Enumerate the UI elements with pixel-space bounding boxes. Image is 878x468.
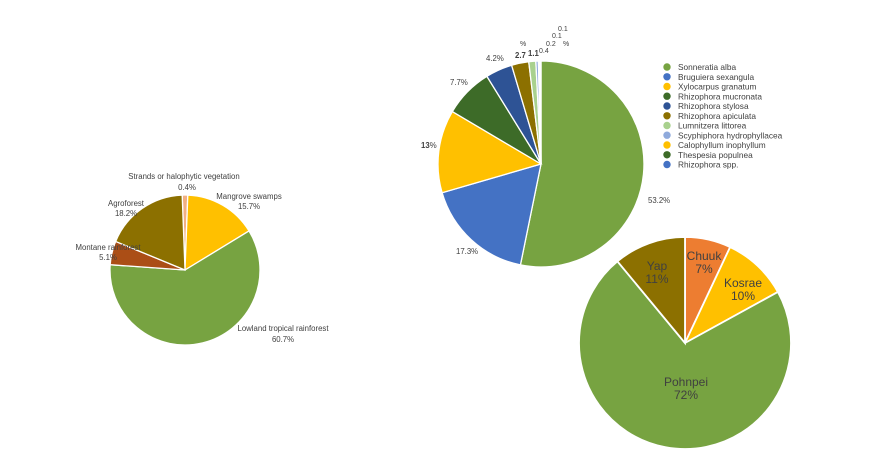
svg-text:0.1: 0.1 (558, 26, 568, 33)
svg-text:10%: 10% (731, 289, 755, 303)
svg-text:Rhizophora spp.: Rhizophora spp. (678, 160, 738, 170)
svg-text:Kosrae: Kosrae (724, 276, 762, 290)
svg-text:Rhizophora stylosa: Rhizophora stylosa (678, 101, 749, 111)
svg-text:0.4: 0.4 (539, 48, 549, 55)
svg-text:5.1%: 5.1% (99, 253, 117, 262)
svg-text:Lumnitzera littorea: Lumnitzera littorea (678, 121, 747, 131)
svg-text:7.7%: 7.7% (450, 78, 468, 87)
svg-text:7%: 7% (695, 262, 713, 276)
svg-text:0.4%: 0.4% (178, 183, 196, 192)
svg-text:Mangrove swamps: Mangrove swamps (216, 192, 282, 201)
svg-text:Xylocarpus granatum: Xylocarpus granatum (678, 82, 756, 92)
svg-text:17.3%: 17.3% (456, 247, 478, 256)
svg-text:Rhizophora mucronata: Rhizophora mucronata (678, 92, 762, 102)
svg-text:Yap: Yap (647, 259, 668, 273)
svg-text:Thespesia populnea: Thespesia populnea (678, 150, 753, 160)
svg-text:Strands or halophytic vegetati: Strands or halophytic vegetation (128, 172, 239, 181)
svg-text:Scyphiphora hydrophyllacea: Scyphiphora hydrophyllacea (678, 130, 783, 140)
svg-text:Chuuk: Chuuk (687, 249, 723, 263)
svg-text:11%: 11% (645, 272, 668, 286)
svg-text:15.7%: 15.7% (238, 202, 260, 211)
svg-text:0.2: 0.2 (546, 41, 556, 48)
svg-text:Rhizophora apiculata: Rhizophora apiculata (678, 111, 756, 121)
svg-text:1.1: 1.1 (528, 49, 540, 58)
svg-text:Bruguiera sexangula: Bruguiera sexangula (678, 72, 754, 82)
svg-text:%: % (520, 41, 526, 48)
svg-text:13%: 13% (421, 141, 437, 150)
svg-text:Lowland tropical rainforest: Lowland tropical rainforest (237, 324, 329, 333)
svg-text:53.2%: 53.2% (648, 196, 670, 205)
svg-text:60.7%: 60.7% (272, 335, 294, 344)
svg-text:Agroforest: Agroforest (108, 199, 145, 208)
svg-text:2.7: 2.7 (515, 51, 526, 60)
svg-text:Sonneratia alba: Sonneratia alba (678, 62, 737, 72)
svg-text:4.2%: 4.2% (486, 54, 504, 63)
svg-text:Montane rainforest: Montane rainforest (75, 243, 141, 252)
svg-text:72%: 72% (674, 388, 698, 402)
svg-text:18.2%: 18.2% (115, 209, 137, 218)
svg-text:0.1: 0.1 (552, 33, 562, 40)
svg-text:%: % (563, 41, 569, 48)
svg-text:Calophyllum inophyllum: Calophyllum inophyllum (678, 140, 766, 150)
svg-text:Pohnpei: Pohnpei (664, 375, 708, 389)
